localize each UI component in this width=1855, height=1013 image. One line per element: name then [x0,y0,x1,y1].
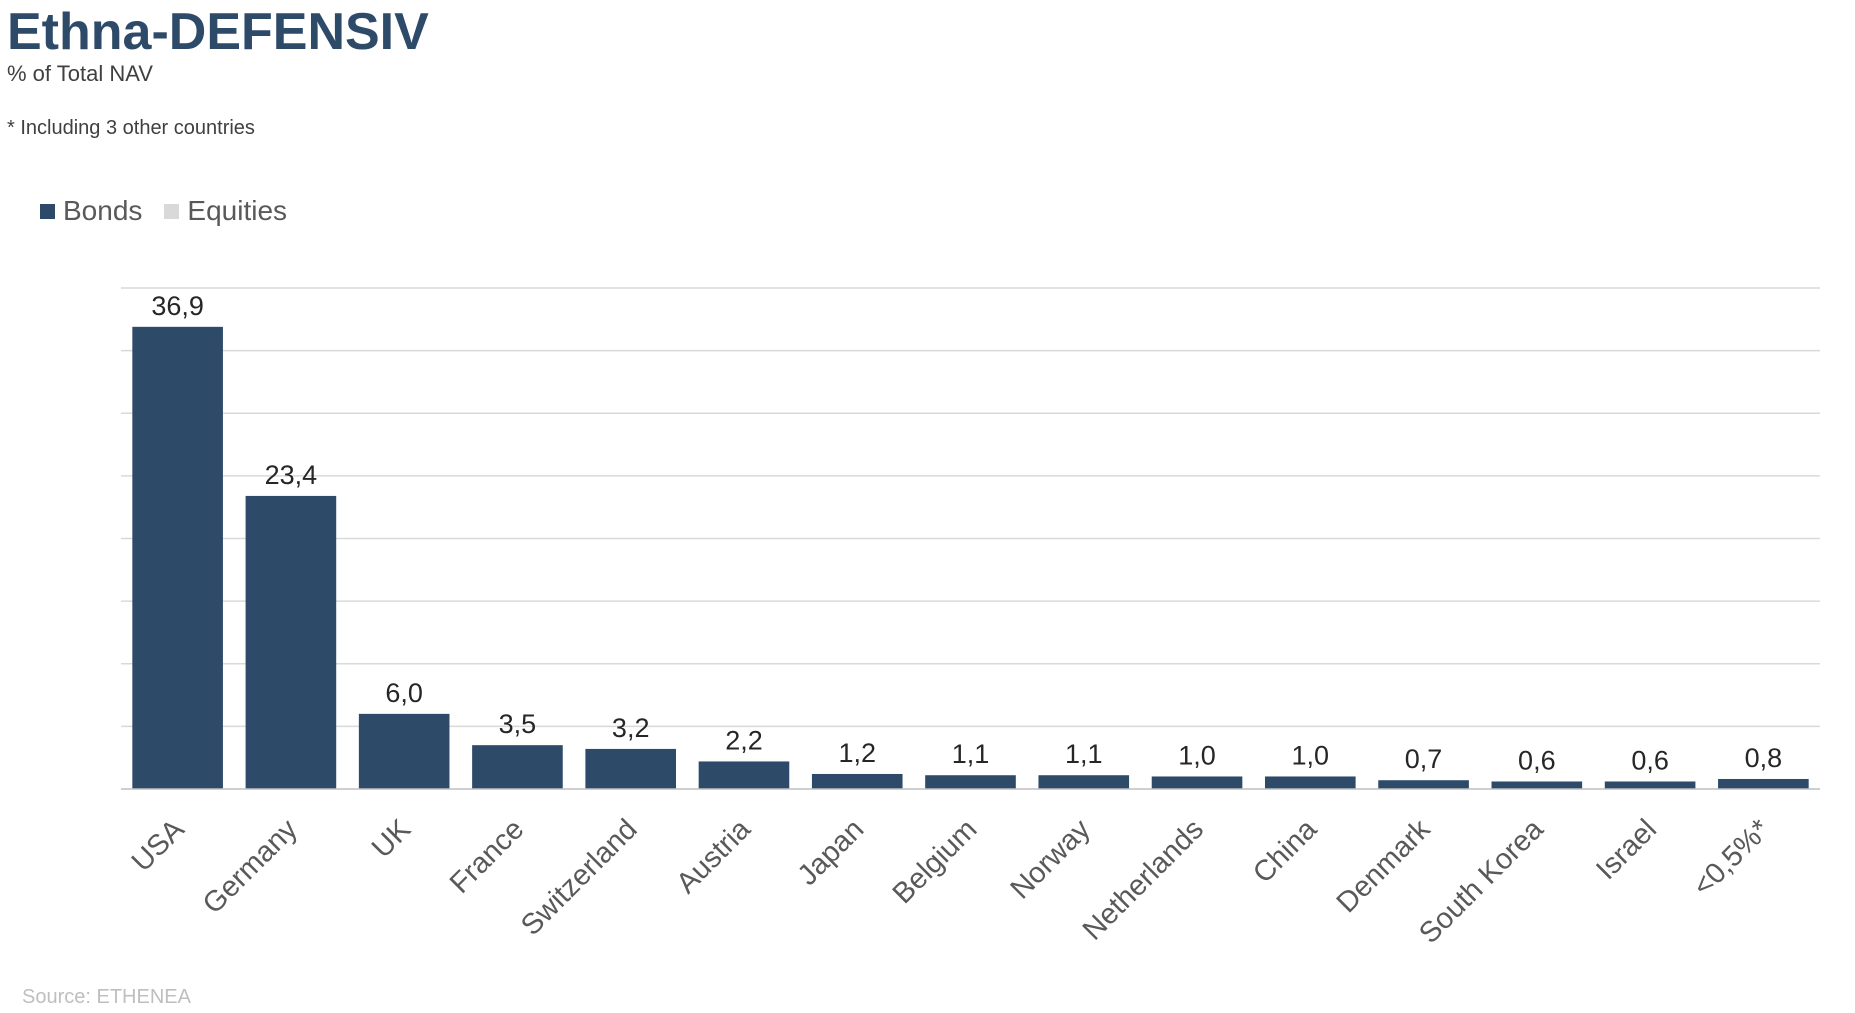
data-label: 36,9 [151,291,204,321]
x-tick-label: Switzerland [515,813,644,942]
data-label: 0,7 [1405,744,1443,774]
legend-swatch-bonds [40,203,55,219]
bar-netherlands [1151,776,1243,789]
bar-belgium [925,775,1016,789]
data-label: 0,6 [1518,745,1556,775]
data-label: 2,2 [725,725,763,755]
legend-label-bonds: Bonds [63,195,143,226]
bar-austria [698,761,790,789]
data-label: 1,0 [1292,740,1330,770]
x-tick-label: Norway [1005,813,1097,905]
chart-legend: Bonds Equities [40,193,309,229]
data-label: 1,2 [838,738,876,768]
bar-china [1264,776,1356,789]
x-tick-label: UK [366,813,418,865]
bar-denmark [1378,780,1469,789]
bar-south-korea [1491,781,1583,789]
bar-israel [1604,781,1696,789]
bar-japan [811,773,903,789]
x-tick-label: Denmark [1331,813,1437,919]
x-tick-label: Austria [670,813,757,900]
x-tick-label: Israel [1590,813,1663,886]
legend-item-bonds: Bonds [40,195,142,227]
data-label: 23,4 [265,460,318,490]
value-labels: 36,9 23,4 6,0 3,5 3,2 2,2 1,2 1,1 1,1 1,0 1,0 0,7 0,… [151,291,1782,776]
legend-item-equities: Equities [164,195,287,227]
data-label: 3,5 [499,709,537,739]
bar-france [472,745,563,789]
x-tick-label: Japan [792,813,870,891]
data-label: 1,0 [1178,740,1216,770]
gridlines [121,287,1820,728]
chart-subtitle: % of Total NAV [7,61,153,86]
data-label: 3,2 [612,713,650,743]
legend-swatch-equities [164,203,180,219]
bar-0-5 [1718,778,1809,789]
chart-footnote: * Including 3 other countries [7,117,255,139]
data-label: 6,0 [385,678,423,708]
bars [132,326,1809,789]
x-tick-label: Belgium [887,813,984,910]
x-tick-label: France [444,813,530,899]
data-label: 1,1 [952,739,990,769]
x-tick-label: Netherlands [1077,813,1210,946]
chart-title: Ethna-DEFENSIV [7,3,429,61]
data-label: 1,1 [1065,739,1103,769]
bar-switzerland [585,748,677,789]
bar-usa [132,326,223,789]
bar-norway [1038,775,1130,789]
x-tick-label: China [1247,813,1324,890]
x-tick-label: USA [126,813,191,878]
data-label: 0,8 [1745,743,1783,773]
bar-germany [245,495,337,789]
x-tick-label: <0,5%* [1687,813,1776,902]
bar-uk [358,713,450,789]
source-note: Source: ETHENEA [22,986,191,1008]
x-tick-label: Germany [197,813,304,920]
data-label: 0,6 [1631,745,1669,775]
legend-label-equities: Equities [187,195,288,226]
